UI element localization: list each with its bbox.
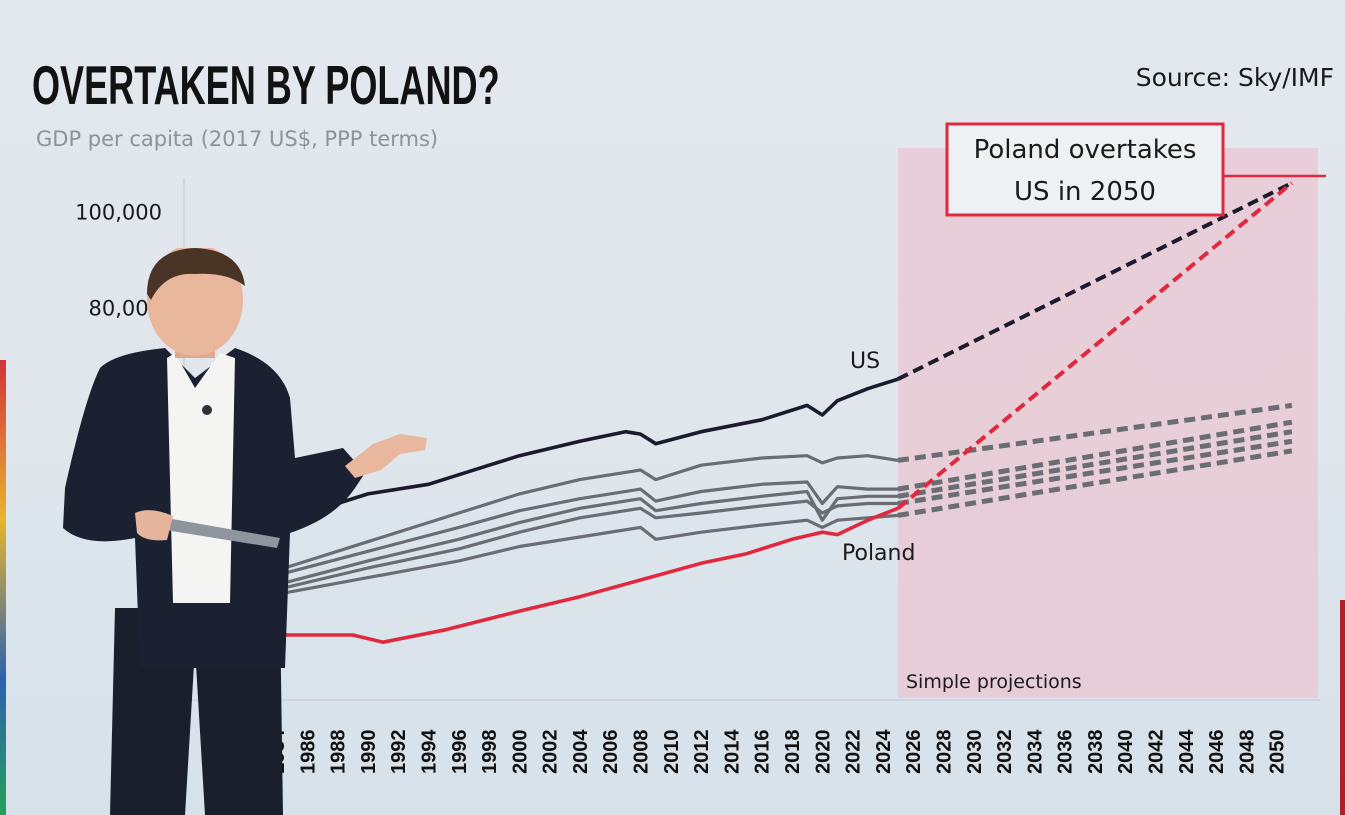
- x-tick-label: 2022: [843, 730, 865, 775]
- series-line-other-2: [276, 489, 898, 587]
- x-tick-label: 2044: [1176, 729, 1198, 774]
- x-tick-label: 1988: [328, 730, 350, 775]
- x-tick-label: 2014: [721, 729, 743, 774]
- series-line-other-projection-2: [897, 429, 1293, 499]
- series-line-us: [276, 377, 899, 520]
- series-line-poland: [277, 506, 899, 645]
- x-tick-label: 2032: [994, 730, 1016, 775]
- x-tick-label: 2004: [570, 729, 592, 774]
- series-line-us-projection: [897, 181, 1293, 381]
- x-tick-label: 2000: [509, 730, 531, 775]
- series-line-other-0: [276, 454, 899, 572]
- x-tick-label: 2012: [691, 730, 713, 775]
- x-tick-label: 2006: [600, 730, 622, 775]
- series-label-us: US: [850, 349, 880, 374]
- series-line-poland-projection: [896, 181, 1294, 510]
- series-line-other-projection-3: [897, 438, 1293, 506]
- series-line-other-projection-0: [897, 402, 1293, 463]
- series-line-other-projection-1: [897, 419, 1293, 492]
- annotation-box: [945, 122, 1225, 217]
- annotation-line-2: US in 2050: [1014, 177, 1156, 207]
- x-tick-label: 2040: [1115, 730, 1137, 775]
- x-tick-label: 2050: [1267, 730, 1289, 775]
- series-line-other-1: [276, 480, 898, 577]
- chart-subtitle: GDP per capita (2017 US$, PPP terms): [36, 127, 438, 151]
- projection-label: Simple projections: [906, 671, 1082, 693]
- x-tick-label: 2016: [752, 730, 774, 775]
- x-tick-label: 1992: [388, 730, 410, 775]
- x-tick-label: 2030: [964, 730, 986, 774]
- studio-edge-stripe: [0, 360, 6, 815]
- x-tick-label: 2046: [1206, 730, 1228, 775]
- x-tick-label: 2010: [661, 730, 683, 775]
- x-tick-label: 1996: [449, 730, 471, 775]
- x-tick-label: 2038: [1085, 730, 1107, 775]
- x-tick-label: 2026: [903, 730, 925, 775]
- x-tick-label: 1998: [479, 730, 501, 775]
- series-line-other-projection-4: [897, 448, 1293, 518]
- x-tick-label: 2018: [782, 730, 804, 775]
- series-line-other-3: [276, 499, 898, 592]
- x-tick-label: 2020: [812, 730, 834, 775]
- series-layer: [276, 181, 1294, 645]
- source-label: Source: Sky/IMF: [1136, 63, 1334, 92]
- x-tick-labels: 1984198619881990199219941996199820002002…: [267, 729, 1289, 774]
- y-tick-label: 100,000: [75, 201, 162, 225]
- x-tick-label: 2028: [933, 730, 955, 775]
- studio-edge-red: [1340, 600, 1345, 815]
- chart-title: OVERTAKEN BY POLAND?: [32, 54, 500, 115]
- x-tick-label: 1990: [358, 730, 380, 775]
- x-tick-label: 2008: [631, 730, 653, 775]
- projection-band: [898, 148, 1318, 698]
- series-line-other-4: [276, 513, 899, 596]
- series-label-poland: Poland: [842, 541, 915, 566]
- x-tick-label: 2036: [1055, 730, 1077, 775]
- x-tick-label: 2042: [1146, 730, 1168, 775]
- x-tick-label: 2048: [1236, 730, 1258, 775]
- x-tick-label: 2002: [540, 730, 562, 775]
- presenter-figure: [63, 248, 427, 815]
- x-tick-label: 1986: [297, 730, 319, 775]
- x-tick-label: 1994: [418, 729, 440, 774]
- x-tick-label: 2024: [873, 729, 895, 774]
- x-tick-label: 2034: [1024, 729, 1046, 774]
- annotation-line-1: Poland overtakes: [974, 135, 1197, 165]
